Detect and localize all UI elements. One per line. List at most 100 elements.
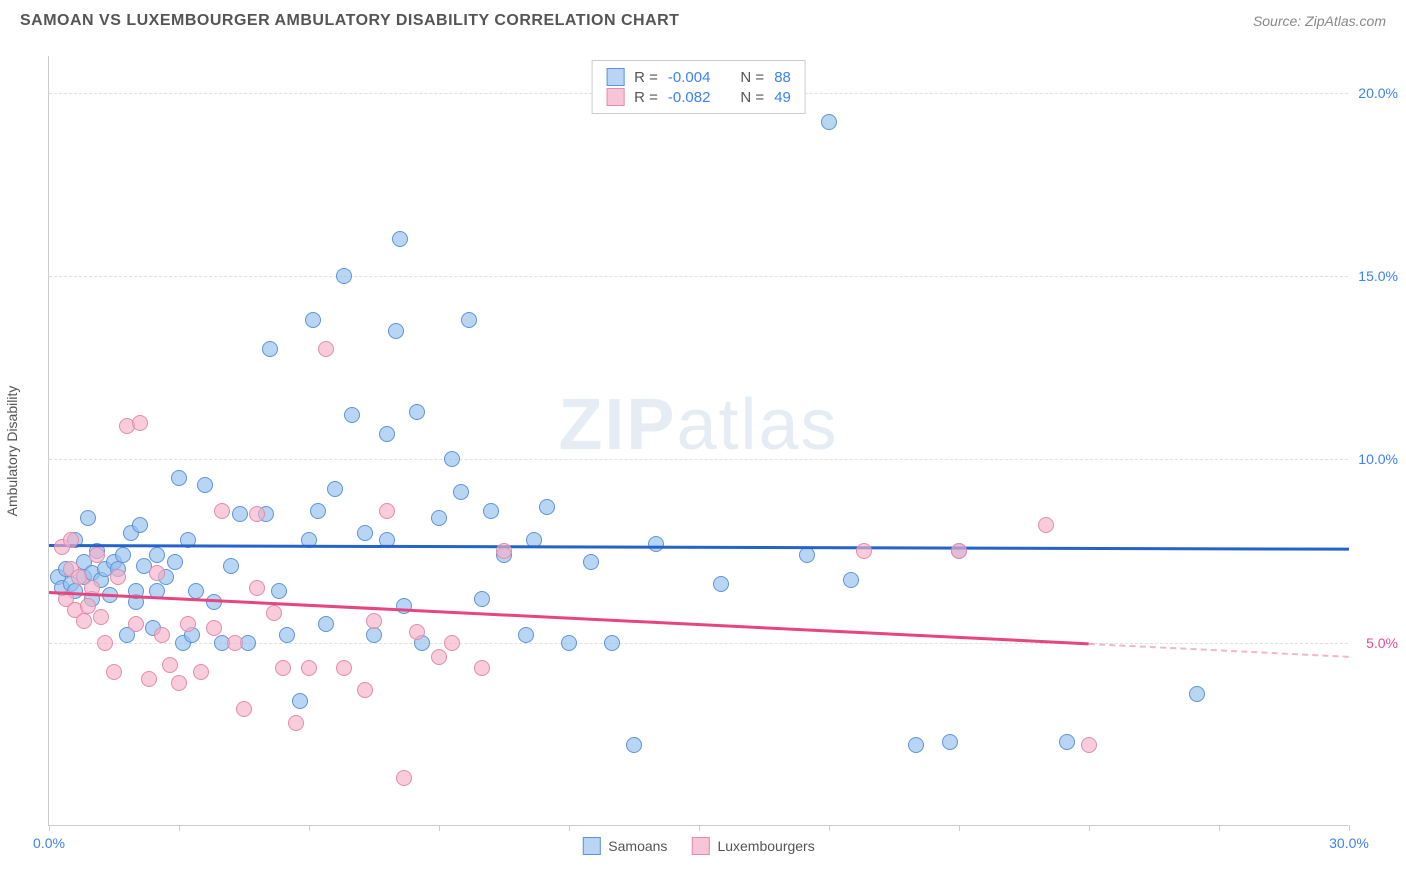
data-point xyxy=(262,341,278,357)
legend-n-label: N = xyxy=(740,69,764,86)
data-point xyxy=(327,481,343,497)
data-point xyxy=(249,580,265,596)
legend-stats-row: R = -0.082N = 49 xyxy=(606,87,791,107)
data-point xyxy=(318,616,334,632)
data-point xyxy=(942,734,958,750)
data-point xyxy=(539,499,555,515)
data-point xyxy=(180,616,196,632)
legend-swatch xyxy=(582,837,600,855)
data-point xyxy=(115,547,131,563)
data-point xyxy=(951,543,967,559)
data-point xyxy=(271,583,287,599)
y-tick-label: 20.0% xyxy=(1354,85,1398,101)
data-point xyxy=(162,657,178,673)
trend-line-dashed xyxy=(1089,643,1349,658)
data-point xyxy=(561,635,577,651)
data-point xyxy=(128,616,144,632)
data-point xyxy=(366,613,382,629)
legend-r-value: -0.004 xyxy=(668,69,711,86)
data-point xyxy=(301,660,317,676)
data-point xyxy=(648,536,664,552)
data-point xyxy=(279,627,295,643)
plot-area: ZIPatlas R = -0.004 N = 88R = -0.082N = 4… xyxy=(48,56,1348,826)
data-point xyxy=(80,510,96,526)
data-point xyxy=(431,510,447,526)
data-point xyxy=(396,598,412,614)
legend-n-value: 88 xyxy=(774,69,791,86)
data-point xyxy=(89,547,105,563)
data-point xyxy=(357,525,373,541)
data-point xyxy=(154,627,170,643)
data-point xyxy=(206,594,222,610)
data-point xyxy=(193,664,209,680)
data-point xyxy=(518,627,534,643)
x-tick xyxy=(1089,825,1090,831)
data-point xyxy=(141,671,157,687)
x-tick xyxy=(309,825,310,831)
data-point xyxy=(93,609,109,625)
y-axis-label: Ambulatory Disability xyxy=(4,386,20,517)
data-point xyxy=(288,715,304,731)
data-point xyxy=(431,649,447,665)
data-point xyxy=(821,114,837,130)
watermark: ZIPatlas xyxy=(558,384,838,466)
data-point xyxy=(197,477,213,493)
data-point xyxy=(344,407,360,423)
data-point xyxy=(63,532,79,548)
x-tick xyxy=(49,825,50,831)
legend-swatch xyxy=(691,837,709,855)
trend-line xyxy=(49,544,1349,550)
data-point xyxy=(336,268,352,284)
legend-r-label: R = xyxy=(634,69,658,86)
data-point xyxy=(171,675,187,691)
data-point xyxy=(106,664,122,680)
legend-stats: R = -0.004 N = 88R = -0.082N = 49 xyxy=(591,60,806,114)
data-point xyxy=(336,660,352,676)
data-point xyxy=(227,635,243,651)
data-point xyxy=(379,503,395,519)
data-point xyxy=(444,635,460,651)
x-tick xyxy=(179,825,180,831)
legend-series-label: Luxembourgers xyxy=(717,838,814,854)
data-point xyxy=(206,620,222,636)
data-point xyxy=(483,503,499,519)
data-point xyxy=(232,506,248,522)
data-point xyxy=(357,682,373,698)
data-point xyxy=(496,543,512,559)
data-point xyxy=(392,231,408,247)
data-point xyxy=(214,503,230,519)
data-point xyxy=(188,583,204,599)
data-point xyxy=(167,554,183,570)
x-tick-label: 0.0% xyxy=(33,835,65,851)
data-point xyxy=(97,635,113,651)
y-tick-label: 15.0% xyxy=(1354,268,1398,284)
data-point xyxy=(799,547,815,563)
data-point xyxy=(275,660,291,676)
data-point xyxy=(249,506,265,522)
data-point xyxy=(604,635,620,651)
x-tick xyxy=(439,825,440,831)
data-point xyxy=(444,451,460,467)
data-point xyxy=(379,426,395,442)
legend-n-value: 49 xyxy=(774,89,791,106)
x-tick xyxy=(959,825,960,831)
legend-n-label: N = xyxy=(740,89,764,106)
data-point xyxy=(583,554,599,570)
data-point xyxy=(132,415,148,431)
data-point xyxy=(453,484,469,500)
y-tick-label: 5.0% xyxy=(1354,635,1398,651)
legend-series-item: Luxembourgers xyxy=(691,837,814,855)
data-point xyxy=(236,701,252,717)
data-point xyxy=(223,558,239,574)
data-point xyxy=(856,543,872,559)
data-point xyxy=(409,404,425,420)
chart-container: Ambulatory Disability ZIPatlas R = -0.00… xyxy=(48,56,1388,846)
source-label: Source: ZipAtlas.com xyxy=(1253,13,1386,29)
x-tick xyxy=(699,825,700,831)
data-point xyxy=(171,470,187,486)
legend-r-label: R = xyxy=(634,89,658,106)
data-point xyxy=(843,572,859,588)
data-point xyxy=(908,737,924,753)
x-tick xyxy=(1349,825,1350,831)
data-point xyxy=(1081,737,1097,753)
